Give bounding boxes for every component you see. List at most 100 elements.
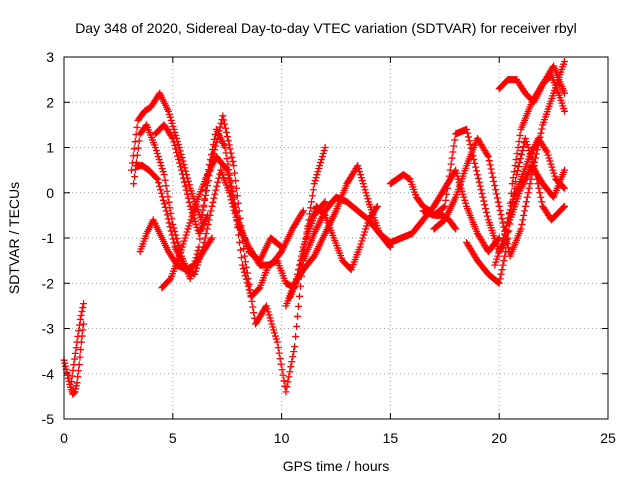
data-point	[501, 226, 509, 234]
data-point	[465, 137, 473, 145]
data-point	[263, 305, 271, 313]
data-point	[492, 258, 500, 266]
data-point	[164, 107, 172, 115]
data-point	[546, 157, 554, 165]
data-point	[176, 159, 184, 167]
data-point	[542, 147, 550, 155]
data-point	[204, 220, 212, 228]
x-tick-label: 15	[383, 430, 399, 446]
data-point	[360, 183, 368, 191]
data-point	[201, 234, 209, 242]
data-point	[164, 215, 172, 223]
data-point	[200, 203, 208, 211]
data-point	[271, 329, 279, 337]
data-point	[233, 192, 241, 200]
data-point	[501, 230, 509, 238]
data-point	[242, 258, 250, 266]
data-point	[495, 279, 503, 287]
data-point	[560, 107, 568, 115]
data-point	[186, 275, 194, 283]
data-point	[519, 142, 527, 150]
data-point	[526, 180, 534, 188]
data-point	[175, 144, 183, 151]
data-point	[458, 187, 466, 195]
data-point	[171, 141, 179, 149]
x-axis-label: GPS time / hours	[283, 458, 390, 474]
data-point	[461, 196, 469, 204]
data-point	[222, 124, 230, 132]
data-point	[356, 171, 364, 179]
data-point	[264, 308, 272, 316]
data-point	[229, 157, 237, 165]
data-point	[441, 202, 449, 210]
data-point	[297, 260, 305, 268]
data-point	[294, 312, 302, 320]
data-point	[301, 240, 309, 248]
data-point	[501, 252, 509, 260]
data-point	[154, 175, 162, 183]
data-point	[537, 193, 545, 201]
data-point	[448, 154, 456, 162]
data-point	[167, 209, 175, 217]
data-point	[76, 315, 84, 323]
data-point	[361, 228, 369, 236]
data-point	[521, 134, 529, 142]
data-point	[168, 119, 176, 127]
data-point	[494, 278, 502, 286]
data-point	[71, 388, 79, 396]
data-point	[71, 349, 79, 357]
data-point	[225, 174, 233, 182]
data-point	[163, 187, 171, 195]
data-point	[209, 198, 217, 206]
data-point	[478, 190, 486, 198]
data-point	[494, 252, 502, 260]
data-point	[293, 322, 301, 330]
data-point	[514, 144, 522, 151]
data-point	[295, 270, 303, 278]
data-point	[156, 186, 164, 194]
data-point	[316, 162, 324, 170]
data-point	[363, 222, 371, 230]
data-point	[228, 153, 236, 161]
data-point	[463, 125, 471, 133]
data-point	[292, 333, 300, 341]
data-point	[75, 367, 83, 375]
data-point	[531, 154, 539, 162]
data-point	[154, 153, 162, 161]
data-point	[315, 165, 323, 173]
data-point	[364, 195, 372, 203]
data-point	[517, 225, 525, 233]
data-point	[211, 190, 219, 198]
data-point	[214, 178, 222, 186]
data-points	[60, 58, 568, 398]
data-point	[74, 373, 82, 381]
data-point	[273, 338, 281, 346]
data-point	[155, 156, 163, 164]
data-point	[517, 151, 525, 159]
data-point	[196, 235, 204, 243]
data-point	[362, 225, 370, 233]
data-point	[180, 178, 188, 186]
data-point	[548, 163, 556, 171]
data-point	[208, 234, 216, 242]
data-point	[191, 204, 199, 212]
data-point	[484, 153, 492, 161]
data-point	[285, 373, 293, 381]
data-point	[498, 215, 506, 223]
data-point	[354, 162, 362, 170]
data-point	[320, 199, 328, 207]
data-point	[210, 135, 218, 143]
data-point	[222, 149, 230, 157]
data-point	[267, 317, 275, 325]
data-point	[232, 184, 240, 192]
data-point	[317, 159, 325, 167]
data-point	[492, 190, 500, 198]
data-point	[159, 168, 167, 176]
data-point	[227, 183, 235, 191]
data-point	[295, 292, 303, 300]
data-point	[249, 303, 257, 311]
data-point	[274, 344, 282, 352]
data-point	[560, 202, 568, 210]
data-point	[244, 282, 252, 290]
data-point	[488, 169, 496, 177]
